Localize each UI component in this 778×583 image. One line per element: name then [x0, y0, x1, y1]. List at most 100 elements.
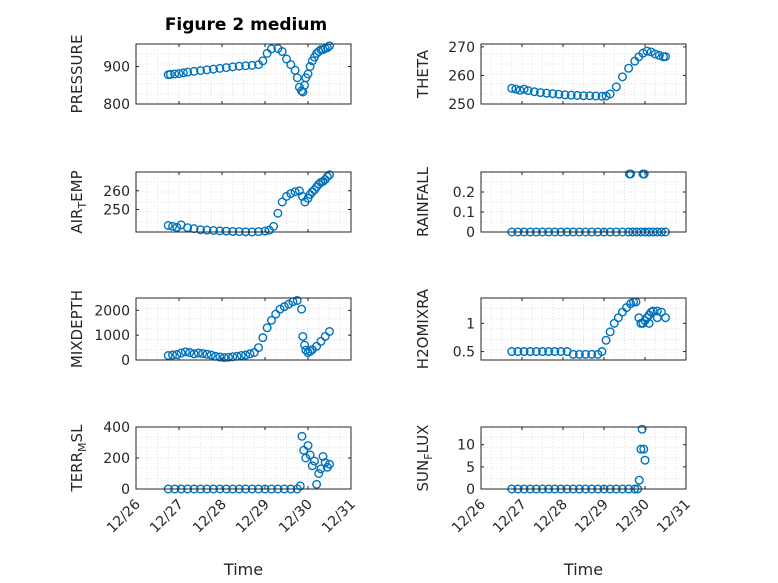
axes-box — [480, 297, 687, 361]
data-point — [221, 63, 231, 73]
data-point — [519, 347, 529, 357]
data-point — [626, 169, 636, 179]
data-point — [572, 90, 582, 100]
data-point — [168, 221, 178, 231]
y-tick-label: 0.2 — [453, 185, 475, 201]
data-point — [637, 424, 647, 434]
data-point — [525, 347, 535, 357]
data-point — [273, 208, 283, 218]
data-point — [652, 313, 662, 323]
data-point — [178, 68, 188, 78]
data-point — [228, 352, 238, 362]
x-tick-label: 12/28 — [531, 497, 571, 537]
data-point — [634, 475, 644, 485]
subplot-1: 800 900 PRESSURE — [68, 35, 352, 114]
data-point — [554, 89, 564, 99]
data-point — [550, 347, 560, 357]
data-point — [556, 347, 566, 357]
grid — [135, 171, 352, 233]
series-markers — [163, 170, 335, 237]
data-point — [189, 349, 199, 359]
axes-box — [135, 43, 352, 105]
data-point — [519, 84, 529, 94]
data-point — [277, 47, 287, 57]
subplots-container: 800 900 PRESSURE 250 260 270 THETA 250 260 AIRTEM… — [68, 35, 694, 579]
data-point — [548, 89, 558, 99]
data-point — [295, 481, 305, 491]
data-point — [241, 61, 251, 71]
data-point — [642, 46, 652, 56]
data-point — [305, 346, 315, 356]
data-point — [507, 83, 517, 93]
data-point — [266, 315, 276, 325]
data-point — [168, 350, 178, 360]
data-point — [303, 441, 313, 451]
data-point — [228, 62, 238, 72]
x-axis-label: Time — [563, 560, 603, 579]
data-point — [507, 347, 517, 357]
y-axis-label: RAINFALL — [414, 166, 432, 237]
data-point — [644, 318, 654, 328]
y-tick-label: 250 — [103, 203, 130, 219]
y-tick-label: 0 — [121, 353, 130, 369]
data-point — [529, 87, 539, 97]
data-point — [269, 221, 279, 231]
data-point — [325, 170, 335, 180]
data-point — [172, 350, 182, 360]
data-point — [574, 349, 584, 359]
data-point — [208, 64, 218, 74]
axes-box — [135, 297, 352, 361]
subplot-8: 0 5 10 SUNFLUX 12/26 12/27 12/28 12/29 12/30 12/3… — [414, 425, 694, 579]
data-point — [322, 172, 332, 182]
data-point — [591, 91, 601, 101]
data-point — [215, 352, 225, 362]
data-point — [661, 52, 671, 62]
y-axis-label: SUNFLUX — [414, 425, 435, 492]
data-point — [523, 86, 533, 96]
data-point — [325, 459, 335, 469]
data-point — [568, 349, 578, 359]
data-point — [513, 347, 523, 357]
data-point — [292, 295, 302, 305]
data-point — [605, 89, 615, 99]
axes-box — [480, 43, 687, 105]
data-point — [219, 353, 229, 363]
data-point — [636, 444, 646, 454]
x-tick-label: 12/27 — [147, 497, 187, 537]
y-tick-label: 1000 — [94, 328, 130, 344]
data-point — [544, 347, 554, 357]
data-point — [325, 41, 335, 51]
subplot-7: 0 200 400 TERRMSL 12/26 12/27 12/28 12/29 12/30 1… — [68, 420, 359, 579]
y-tick-label: 1 — [466, 316, 475, 332]
data-point — [305, 62, 315, 72]
data-point — [258, 333, 268, 343]
axes-box — [480, 426, 687, 490]
x-tick-label: 12/26 — [449, 496, 489, 536]
y-tick-label: 0.5 — [453, 345, 475, 361]
data-point — [254, 343, 264, 353]
data-point — [183, 67, 193, 77]
x-tick-label: 12/31 — [654, 497, 694, 537]
data-point — [605, 327, 615, 337]
data-point — [165, 69, 175, 79]
y-tick-label: 0 — [466, 482, 475, 498]
data-point — [215, 226, 225, 236]
data-point — [309, 456, 319, 466]
series-markers — [163, 41, 335, 97]
data-point — [531, 347, 541, 357]
data-point — [266, 44, 276, 54]
data-point — [297, 431, 307, 441]
data-point — [305, 450, 315, 460]
data-point — [198, 349, 208, 359]
data-point — [189, 66, 199, 76]
data-point — [648, 306, 658, 316]
y-tick-label: 200 — [103, 451, 130, 467]
axes-box — [480, 171, 687, 233]
data-point — [314, 469, 324, 479]
x-axis-label: Time — [223, 560, 263, 579]
y-axis-label: AIRTEMP — [68, 170, 89, 233]
y-axis-label: PRESSURE — [68, 35, 86, 114]
data-point — [566, 90, 576, 100]
y-axis-label: MIXDEPTH — [68, 290, 86, 368]
